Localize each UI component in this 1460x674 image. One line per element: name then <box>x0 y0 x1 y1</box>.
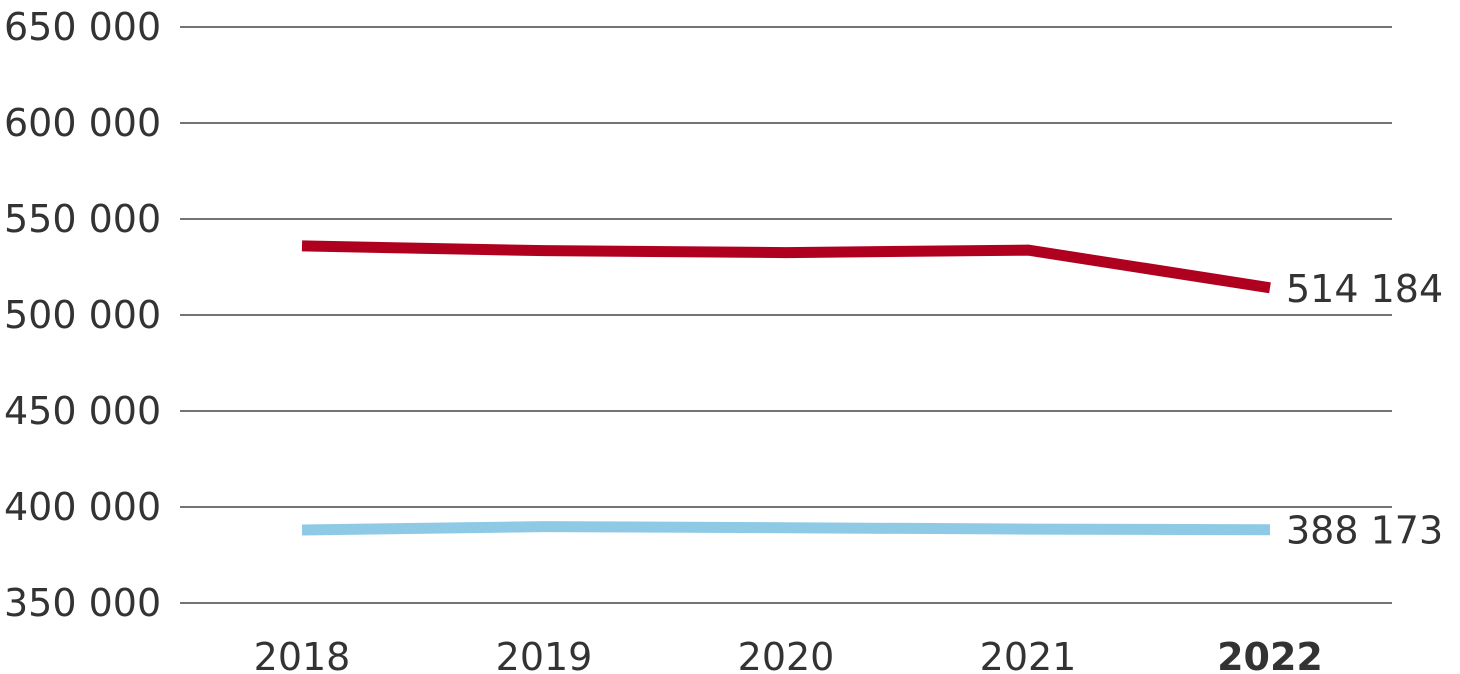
y-axis-ticks: 650 000 600 000 550 000 500 000 450 000 400 0… <box>4 5 161 625</box>
y-tick-label: 500 000 <box>4 293 161 337</box>
x-tick-label: 2019 <box>496 635 593 674</box>
grid-lines <box>180 26 1392 604</box>
y-tick-label: 450 000 <box>4 389 161 433</box>
y-tick-label: 600 000 <box>4 101 161 145</box>
x-axis-ticks: 2018 2019 2020 2021 2022 <box>254 635 1323 674</box>
x-tick-label: 2020 <box>738 635 835 674</box>
end-labels: 514 184 388 173 <box>1286 267 1443 553</box>
y-tick-label: 350 000 <box>4 581 161 625</box>
x-tick-label: 2018 <box>254 635 351 674</box>
y-tick-label: 650 000 <box>4 5 161 49</box>
x-tick-label: 2021 <box>980 635 1077 674</box>
end-value-label: 514 184 <box>1286 267 1443 311</box>
y-tick-label: 550 000 <box>4 197 161 241</box>
series-line-1 <box>301 240 1271 294</box>
y-tick-label: 400 000 <box>4 485 161 529</box>
series-line-2 <box>301 521 1271 536</box>
series-lines <box>301 240 1271 536</box>
x-tick-label: 2022 <box>1217 635 1323 674</box>
end-value-label: 388 173 <box>1286 509 1443 553</box>
